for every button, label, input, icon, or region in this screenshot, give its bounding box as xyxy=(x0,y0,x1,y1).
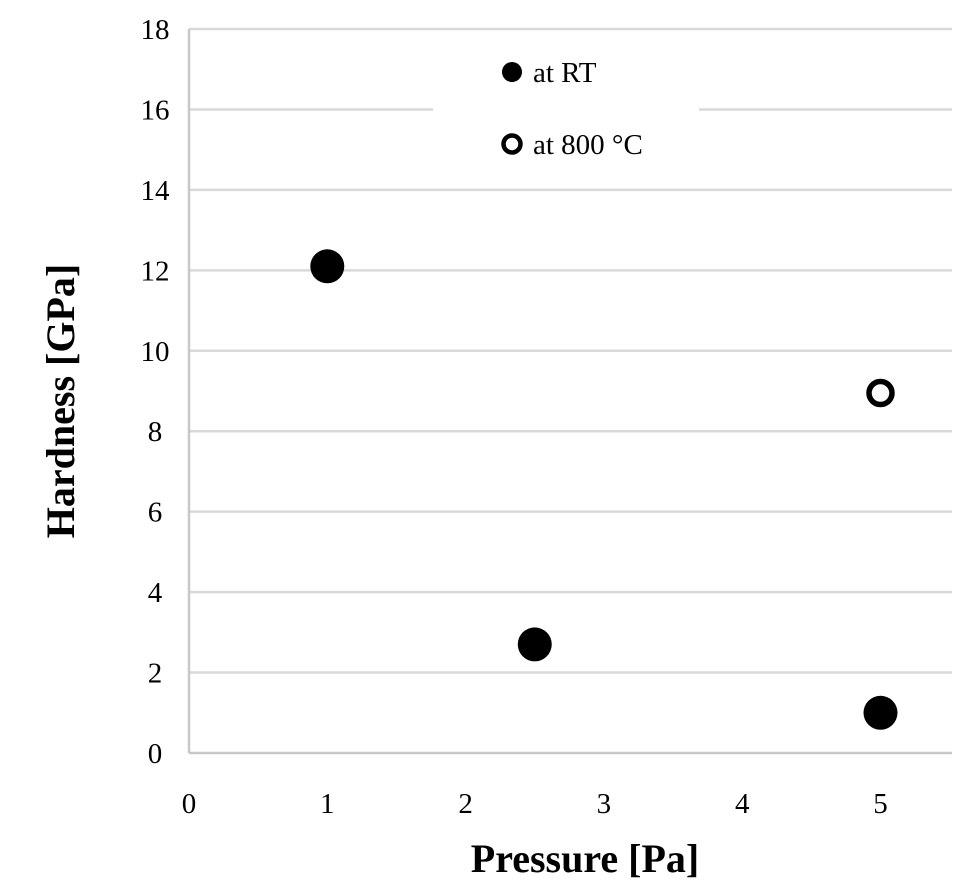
y-tick-label: 2 xyxy=(148,658,163,690)
x-tick-label: 0 xyxy=(182,788,197,820)
axes xyxy=(187,29,952,755)
data-point-open-1 xyxy=(866,378,895,408)
legend-background xyxy=(433,46,699,174)
x-tick-label: 2 xyxy=(458,788,473,820)
y-tick-labels: 0 2 4 6 8 10 12 14 16 18 xyxy=(141,14,171,770)
gridlines xyxy=(189,27,952,674)
x-tick-label: 3 xyxy=(597,788,612,820)
x-tick-labels: 0 1 2 3 4 5 xyxy=(182,788,888,820)
data-points xyxy=(310,249,898,730)
x-tick-label: 1 xyxy=(320,788,335,820)
y-tick-label: 12 xyxy=(141,255,170,287)
x-tick-label: 4 xyxy=(735,788,750,820)
legend-label: at RT xyxy=(533,57,597,89)
y-axis-title: Hardness [GPa] xyxy=(38,264,83,538)
y-tick-label: 10 xyxy=(141,336,170,368)
legend-marker-open-circle xyxy=(501,133,523,155)
data-point-filled-2 xyxy=(517,627,552,662)
y-tick-label: 8 xyxy=(148,416,163,448)
data-point-filled-1 xyxy=(310,249,345,284)
x-tick-label: 5 xyxy=(873,788,888,820)
legend-marker-filled-circle xyxy=(502,62,522,82)
y-tick-label: 6 xyxy=(148,497,163,529)
y-tick-label: 0 xyxy=(148,738,163,770)
y-tick-label: 18 xyxy=(141,14,170,46)
legend: at RT at 800 °C xyxy=(501,57,643,161)
y-tick-label: 4 xyxy=(148,577,163,609)
x-axis-title: Pressure [Pa] xyxy=(471,836,699,881)
y-tick-label: 16 xyxy=(141,94,170,126)
legend-label: at 800 °C xyxy=(533,129,643,161)
y-tick-label: 14 xyxy=(141,175,171,207)
data-point-filled-3 xyxy=(863,695,898,730)
